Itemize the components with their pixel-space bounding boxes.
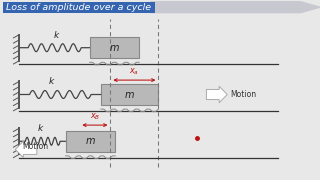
Text: Motion: Motion (230, 90, 256, 99)
Text: m: m (110, 43, 119, 53)
Polygon shape (15, 141, 37, 158)
Text: Motion: Motion (22, 142, 48, 151)
Text: k: k (53, 31, 59, 40)
Text: Loss of amplitude over a cycle: Loss of amplitude over a cycle (6, 3, 151, 12)
Text: m: m (86, 136, 95, 146)
Text: k: k (49, 77, 54, 86)
FancyBboxPatch shape (101, 84, 158, 105)
FancyBboxPatch shape (90, 37, 139, 58)
Text: $x_{a}$: $x_{a}$ (129, 66, 140, 77)
Text: m: m (125, 89, 134, 100)
FancyBboxPatch shape (3, 2, 155, 13)
Polygon shape (206, 86, 227, 103)
Polygon shape (150, 2, 320, 13)
Text: k: k (37, 124, 43, 133)
Text: $x_{B}$: $x_{B}$ (90, 111, 100, 122)
FancyBboxPatch shape (66, 131, 115, 152)
